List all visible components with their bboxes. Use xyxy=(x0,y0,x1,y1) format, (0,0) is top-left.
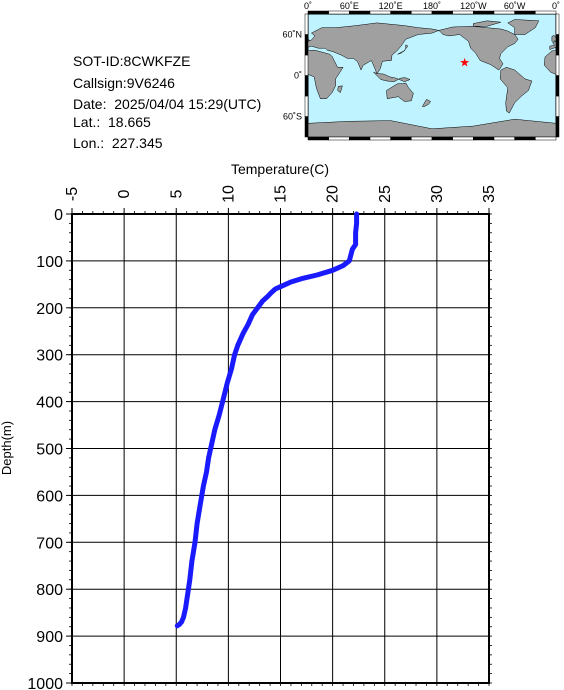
landmass-north-america xyxy=(438,26,519,71)
y-tick-label: 1000 xyxy=(27,676,63,690)
x-tick-label: 25 xyxy=(377,185,394,203)
map-frame-segment xyxy=(555,13,560,35)
y-tick-label: 900 xyxy=(36,629,63,646)
map-frame-segment xyxy=(304,13,309,35)
map-latitude-labels: 60˚N 0˚ 60˚S xyxy=(282,30,302,122)
y-tick-label: 300 xyxy=(36,348,63,365)
y-tick-label: 400 xyxy=(36,395,63,412)
map-latitude-label: 0˚ xyxy=(294,71,302,81)
map-frame-segment xyxy=(535,10,557,15)
map-longitude-label: 60˚W xyxy=(504,1,526,11)
y-tick-label: 0 xyxy=(54,207,63,224)
latitude-label: Lat.: 18.665 xyxy=(73,114,151,130)
map-longitude-label: 120˚E xyxy=(379,1,403,11)
x-axis-label: Temperature(C) xyxy=(231,161,329,177)
x-tick-label: 10 xyxy=(220,185,237,203)
longitude-label: Lon.: 227.345 xyxy=(73,135,163,151)
y-tick-label: 500 xyxy=(36,442,63,459)
landmass-japan xyxy=(397,44,409,55)
y-axis-ticks: 0 100 200 300 400 500 600 700 800 900 1000 xyxy=(27,207,492,690)
map-land xyxy=(308,19,556,137)
y-tick-label: 200 xyxy=(36,301,63,318)
x-tick-label: 30 xyxy=(429,185,446,203)
temperature-profile-line xyxy=(174,211,360,629)
map-longitude-labels: 0˚ 60˚E 120˚E 180˚ 120˚W 60˚W 0˚ xyxy=(304,1,560,11)
y-tick-label: 800 xyxy=(36,582,63,599)
landmass-new-zealand xyxy=(422,99,431,108)
x-tick-label: 0 xyxy=(116,189,133,198)
map-longitude-label: 120˚W xyxy=(460,1,487,11)
x-axis-ticks: -5 0 5 10 15 20 25 30 35 xyxy=(64,185,498,686)
map-longitude-label: 0˚ xyxy=(304,1,312,11)
y-tick-label: 700 xyxy=(36,535,63,552)
x-tick-label: 35 xyxy=(481,185,498,203)
map-frame xyxy=(304,10,560,141)
x-tick-label: 20 xyxy=(325,185,342,203)
map-longitude-label: 0˚ xyxy=(552,1,560,11)
landmass-antarctica xyxy=(308,118,556,137)
world-map: 0˚ 60˚E 120˚E 180˚ 120˚W 60˚W 0˚ 60˚N 0˚ 60˚S ★ xyxy=(282,1,560,141)
x-tick-label: 5 xyxy=(168,189,185,198)
y-tick-label: 600 xyxy=(36,488,63,505)
star-icon: ★ xyxy=(459,56,470,70)
map-latitude-label: 60˚N xyxy=(282,30,302,40)
landmass-africa xyxy=(308,49,344,99)
callsign-label: Callsign:9V6246 xyxy=(73,75,175,91)
map-longitude-label: 60˚E xyxy=(340,1,359,11)
y-axis-label: Depth(m) xyxy=(0,421,14,475)
landmass-uk-wrap xyxy=(551,34,556,42)
landmass-madagascar xyxy=(337,85,343,94)
landmass-arctic-islands xyxy=(473,20,501,27)
landmass-uk xyxy=(308,37,310,42)
map-latitude-label: 60˚S xyxy=(283,112,302,122)
landmass-indonesia xyxy=(373,71,411,82)
sot-id-label: SOT-ID:8CWKFZE xyxy=(73,53,191,69)
date-label: Date: 2025/04/04 15:29(UTC) xyxy=(73,96,262,112)
landmass-australia xyxy=(386,82,414,102)
landmass-south-america xyxy=(499,67,533,114)
x-tick-label: -5 xyxy=(64,187,81,201)
landmass-africa-wrap xyxy=(544,50,556,75)
x-tick-label: 15 xyxy=(273,185,290,203)
landmass-eurasia-wrap xyxy=(549,41,556,50)
y-tick-label: 100 xyxy=(36,254,63,271)
map-frame-segment xyxy=(535,136,557,141)
map-longitude-label: 180˚ xyxy=(423,1,441,11)
landmass-eurasia xyxy=(308,22,440,75)
landmass-greenland xyxy=(507,19,540,35)
